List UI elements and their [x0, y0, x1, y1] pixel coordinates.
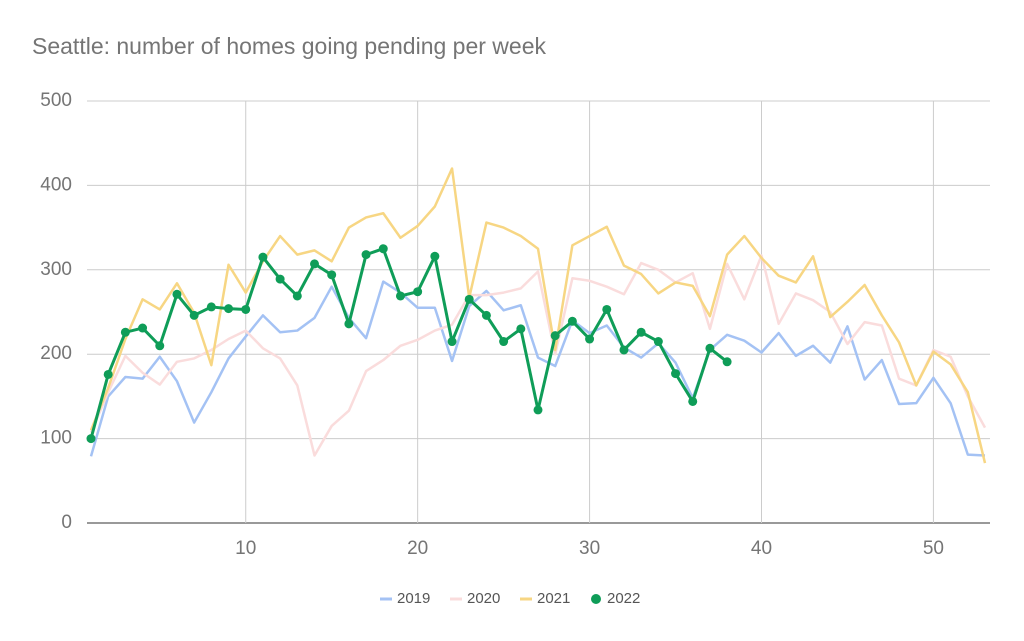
data-point [671, 369, 681, 379]
data-point [292, 291, 302, 301]
data-point [344, 319, 354, 329]
data-point [688, 396, 698, 406]
data-point [619, 345, 629, 355]
x-tick-label: 10 [235, 538, 256, 559]
data-point [395, 291, 405, 301]
data-point [241, 304, 251, 314]
series-line [89, 280, 986, 457]
data-point [172, 289, 182, 299]
data-point [120, 327, 130, 337]
x-tick-label: 30 [579, 538, 600, 559]
data-point [413, 287, 423, 297]
data-point [516, 324, 526, 334]
data-point [258, 252, 268, 262]
data-point [430, 251, 440, 261]
data-point [499, 337, 509, 347]
chart-title: Seattle: number of homes going pending p… [32, 33, 546, 59]
data-point [224, 304, 234, 314]
legend-label: 2020 [467, 590, 500, 607]
legend-marker [591, 594, 601, 604]
y-tick-label: 100 [40, 428, 72, 449]
data-point [636, 327, 646, 337]
data-point [722, 357, 732, 367]
legend-label: 2022 [607, 590, 640, 607]
data-point [206, 302, 216, 312]
data-point [378, 244, 388, 254]
data-point [653, 337, 663, 347]
data-point [310, 259, 319, 269]
data-point [550, 331, 560, 341]
data-point [86, 434, 96, 444]
data-point [103, 369, 113, 379]
data-point [533, 405, 543, 415]
series-line [89, 254, 987, 457]
data-point [361, 250, 371, 260]
data-point [567, 316, 577, 326]
data-point [464, 294, 474, 304]
y-tick-label: 400 [40, 174, 72, 195]
data-point [602, 304, 612, 314]
y-tick-label: 0 [61, 512, 72, 533]
series-line [89, 167, 987, 464]
legend-label: 2021 [537, 590, 570, 607]
data-point [155, 341, 165, 351]
data-point [138, 323, 148, 333]
data-point [327, 270, 337, 280]
data-point [481, 310, 491, 320]
data-point [705, 343, 715, 353]
y-tick-label: 500 [40, 90, 72, 111]
data-point [585, 334, 595, 344]
x-tick-label: 50 [923, 538, 944, 559]
y-tick-label: 200 [40, 343, 72, 364]
legend-label: 2019 [397, 590, 430, 607]
x-tick-label: 20 [407, 538, 428, 559]
y-tick-label: 300 [40, 259, 72, 280]
data-point [275, 274, 285, 284]
data-point [447, 337, 457, 347]
data-point [189, 310, 199, 320]
x-tick-label: 40 [751, 538, 772, 559]
